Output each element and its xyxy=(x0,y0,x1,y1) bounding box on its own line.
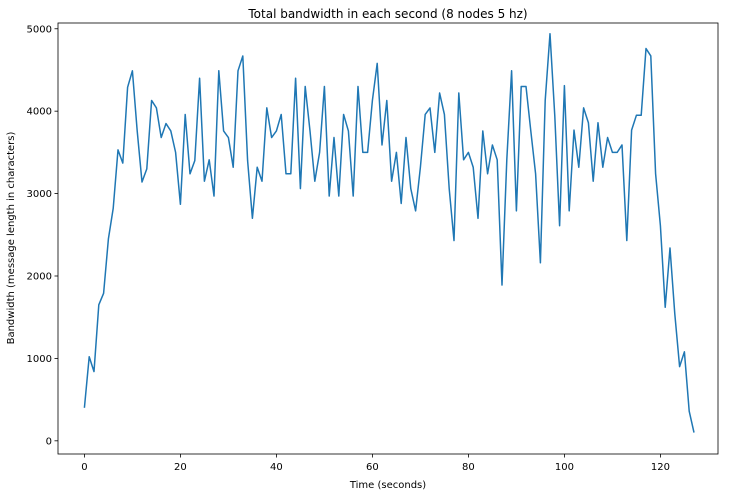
plot-area xyxy=(83,32,695,433)
x-tick-label: 100 xyxy=(555,462,574,473)
y-tick-label: 2000 xyxy=(27,271,52,282)
series-line-0 xyxy=(83,32,695,433)
x-axis-label: Time (seconds) xyxy=(349,480,426,491)
y-tick-label: 4000 xyxy=(27,107,52,118)
chart-title: Total bandwidth in each second (8 nodes … xyxy=(247,7,527,21)
x-axis: 0 20 40 60 80 100 120 xyxy=(81,454,670,473)
x-tick-label: 60 xyxy=(366,462,379,473)
y-tick-label: 0 xyxy=(46,436,52,447)
plot-frame xyxy=(57,22,719,455)
x-tick-label: 40 xyxy=(270,462,283,473)
y-tick-label: 5000 xyxy=(27,24,52,35)
x-tick-label: 120 xyxy=(651,462,670,473)
y-axis: 0 1000 2000 3000 4000 5000 xyxy=(27,24,58,447)
x-tick-label: 0 xyxy=(81,462,87,473)
x-tick-label: 20 xyxy=(174,462,187,473)
y-axis-label: Bandwidth (message length in characters) xyxy=(6,132,17,345)
y-tick-label: 3000 xyxy=(27,189,52,200)
y-tick-label: 1000 xyxy=(27,354,52,365)
x-tick-label: 80 xyxy=(462,462,475,473)
